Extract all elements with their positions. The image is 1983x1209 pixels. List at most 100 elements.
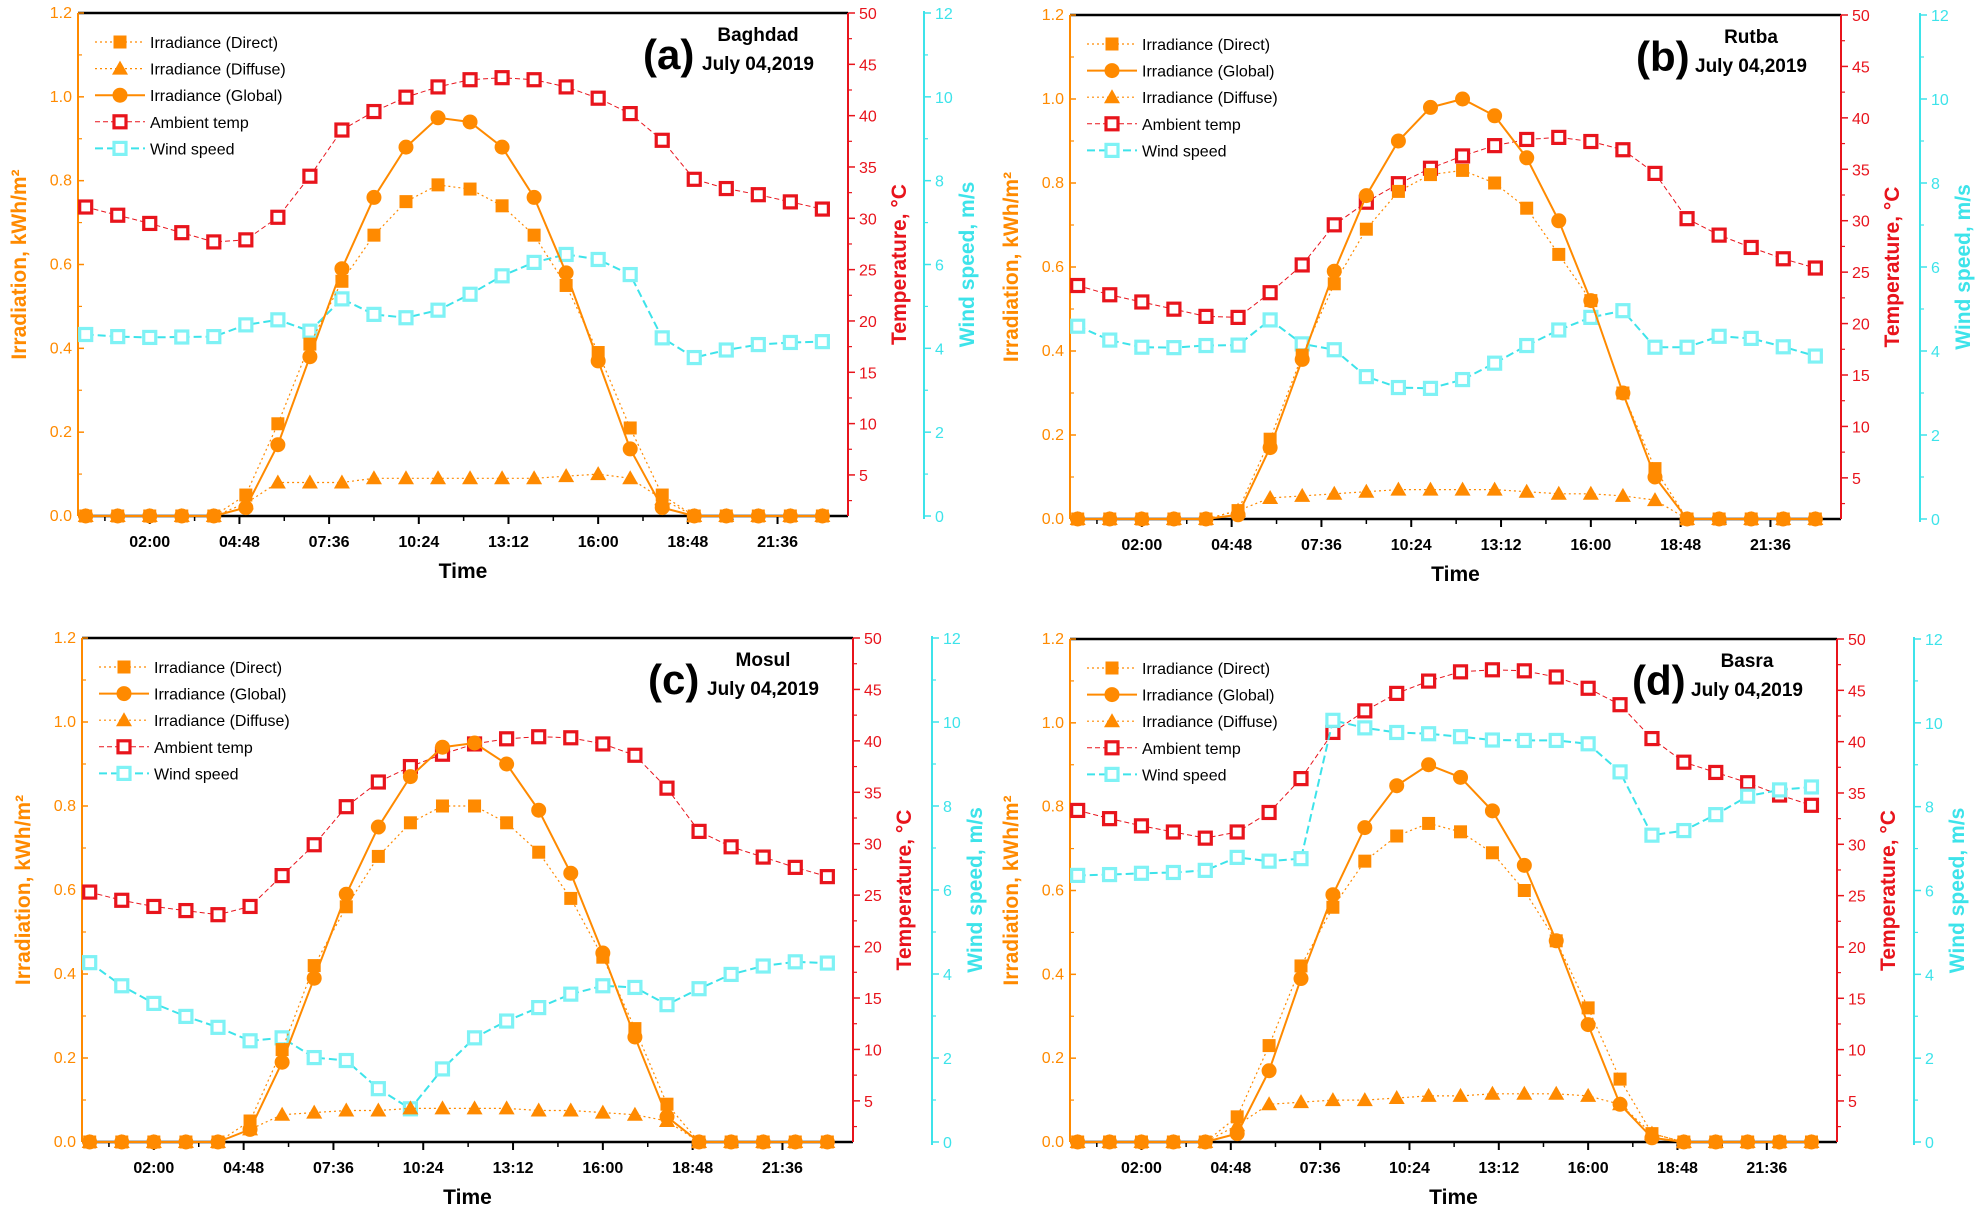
global-point: [1102, 1134, 1118, 1150]
legend-direct-marker: [113, 35, 127, 49]
legend-ambient-label: Ambient temp: [154, 740, 253, 757]
direct-point: [532, 845, 546, 859]
x-tick-label: 10:24: [1389, 1160, 1430, 1177]
ambient-point: [110, 207, 126, 223]
wind-point: [1612, 764, 1628, 780]
ambient-point: [1711, 227, 1727, 243]
global-point: [1580, 1017, 1596, 1033]
wind-axis-title: Wind speed, m/s: [1952, 184, 1975, 350]
legend-wind-marker: [1104, 766, 1120, 783]
temperature-tick-label: 20: [1852, 317, 1870, 334]
legend-wind-marker: [112, 140, 128, 156]
series-direct: [79, 178, 829, 523]
ambient-point: [1165, 824, 1181, 840]
ambient-point: [1484, 662, 1501, 678]
diffuse-point: [1292, 1094, 1309, 1109]
temperature-tick-label: 30: [864, 837, 882, 854]
ambient-point: [114, 892, 130, 908]
wind-axis-title: Wind speed, m/s: [964, 807, 987, 973]
ambient-point: [755, 849, 771, 865]
global-point: [787, 1134, 803, 1150]
ambient-point: [1803, 797, 1820, 813]
irradiance-axis-title: Irradiation, kWh/m²: [1000, 795, 1023, 985]
global-point: [430, 110, 446, 126]
diffuse-point: [1294, 487, 1311, 502]
ambient-point: [1101, 811, 1118, 827]
global-point: [499, 756, 515, 772]
ambient-point: [1743, 239, 1759, 256]
wind-point: [627, 979, 643, 996]
temperature-tick-label: 45: [859, 57, 877, 74]
global-point: [531, 802, 547, 818]
wind-line: [1077, 309, 1816, 390]
x-tick-label: 18:48: [667, 534, 708, 551]
wind-point: [434, 1061, 451, 1077]
series-wind: [1070, 303, 1823, 396]
legend-wind-label: Wind speed: [150, 141, 235, 158]
global-point: [1612, 1096, 1628, 1112]
wind-point: [210, 1019, 226, 1035]
ambient-point: [782, 194, 798, 210]
diffuse-line: [1077, 489, 1816, 520]
series-direct: [1071, 816, 1818, 1149]
wind-axis-title: Wind speed, m/s: [1946, 808, 1969, 974]
temperature-tick-label: 30: [859, 211, 877, 228]
irradiance-tick-label: 1.2: [54, 630, 76, 647]
wind-point: [1070, 867, 1086, 884]
diffuse-point: [1388, 1089, 1405, 1104]
wind-point: [1711, 328, 1727, 344]
ambient-point: [1389, 685, 1405, 702]
global-point: [1740, 1134, 1756, 1150]
ambient-point: [1421, 673, 1437, 689]
global-point: [334, 261, 350, 277]
irradiance-tick-label: 1.0: [54, 714, 76, 731]
global-point: [1743, 511, 1759, 527]
global-point: [1807, 511, 1823, 527]
wind-point: [1198, 337, 1214, 354]
wind-tick-label: 0: [1931, 512, 1940, 529]
wind-tick-label: 0: [1925, 1135, 1934, 1152]
direct-point: [1488, 176, 1502, 190]
global-point: [1676, 1134, 1692, 1150]
panel-c: 02:00 04:48 07:36 10:24 13:12 16:00 18:48 21:36…: [12, 630, 987, 1209]
wind-tick-label: 6: [935, 258, 944, 275]
wind-point: [430, 302, 446, 318]
x-tick-label: 16:00: [578, 534, 619, 551]
direct-point: [1262, 1039, 1276, 1053]
legend-wind-marker: [1104, 142, 1120, 158]
temperature-tick-label: 35: [859, 160, 877, 177]
x-tick-label: 16:00: [582, 1160, 623, 1177]
direct-point: [1520, 201, 1534, 215]
direct-point: [1358, 854, 1372, 868]
wind-point: [1165, 864, 1181, 881]
ambient-point: [590, 90, 606, 106]
wind-line: [85, 253, 823, 359]
ambient-point: [1293, 771, 1309, 787]
x-tick-label: 04:48: [1210, 1160, 1251, 1177]
wind-point: [1771, 782, 1788, 798]
global-point: [1070, 511, 1086, 527]
diffuse-point: [1580, 1087, 1597, 1102]
temperature-tick-label: 30: [1852, 214, 1870, 231]
panel-b: 02:00 04:48 07:36 10:24 13:12 16:00 18:48 21:36…: [1000, 7, 1975, 586]
ambient-point: [462, 72, 478, 88]
legend-global-marker: [1104, 687, 1120, 703]
date-label: July 04,2019: [707, 679, 819, 700]
direct-point: [1613, 1072, 1627, 1086]
global-point: [1389, 778, 1405, 794]
x-tick-label: 18:48: [1660, 537, 1701, 554]
x-tick-label: 21:36: [1746, 1160, 1787, 1177]
global-point: [1516, 857, 1532, 873]
wind-point: [1197, 862, 1213, 878]
ambient-point: [1551, 129, 1567, 145]
global-point: [1294, 351, 1310, 367]
irradiance-tick-label: 0.6: [54, 882, 76, 899]
global-line: [85, 116, 823, 517]
legend: Irradiance (Direct) Irradiance (Diffuse) I…: [95, 35, 286, 158]
wind-point: [723, 966, 739, 983]
diffuse-point: [301, 474, 318, 489]
direct-point: [1359, 222, 1373, 236]
global-point: [1711, 511, 1727, 527]
global-point: [1484, 803, 1500, 819]
legend-ambient-label: Ambient temp: [150, 115, 249, 132]
